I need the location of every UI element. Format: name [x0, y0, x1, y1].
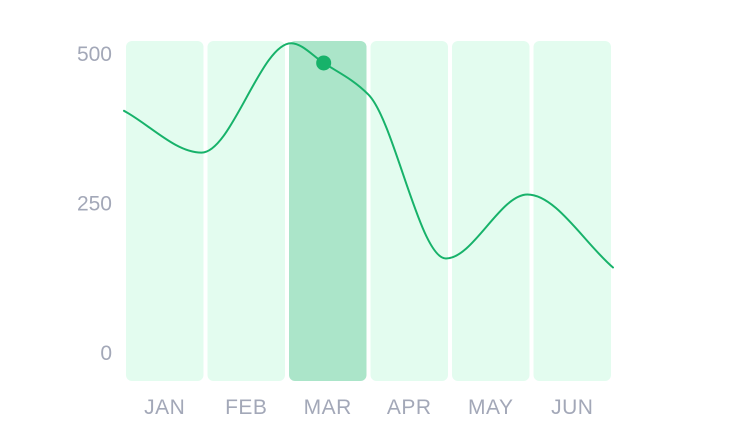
y-tick-label: 250 [77, 193, 112, 216]
band-may[interactable] [452, 41, 530, 381]
y-axis: 0 250 500 [77, 43, 112, 365]
series-layer [123, 42, 614, 269]
category-bands [126, 41, 611, 381]
x-tick-label-may: MAY [468, 396, 513, 419]
x-tick-label-feb: FEB [225, 396, 267, 419]
band-apr[interactable] [370, 41, 449, 381]
x-tick-label-jun: JUN [551, 396, 593, 419]
x-axis: JAN FEB MAR APR MAY JUN [144, 396, 593, 419]
x-tick-label-apr: APR [387, 396, 432, 419]
highlighted-data-point[interactable] [316, 55, 332, 71]
band-feb[interactable] [207, 41, 286, 381]
y-tick-label: 0 [100, 342, 112, 365]
series-line-0 [123, 42, 614, 269]
x-tick-label-mar: MAR [304, 396, 352, 419]
band-jun[interactable] [533, 41, 612, 381]
x-tick-label-jan: JAN [144, 396, 185, 419]
band-mar-highlighted[interactable] [289, 41, 367, 381]
band-jan[interactable] [126, 41, 204, 381]
y-tick-label: 500 [77, 43, 112, 66]
